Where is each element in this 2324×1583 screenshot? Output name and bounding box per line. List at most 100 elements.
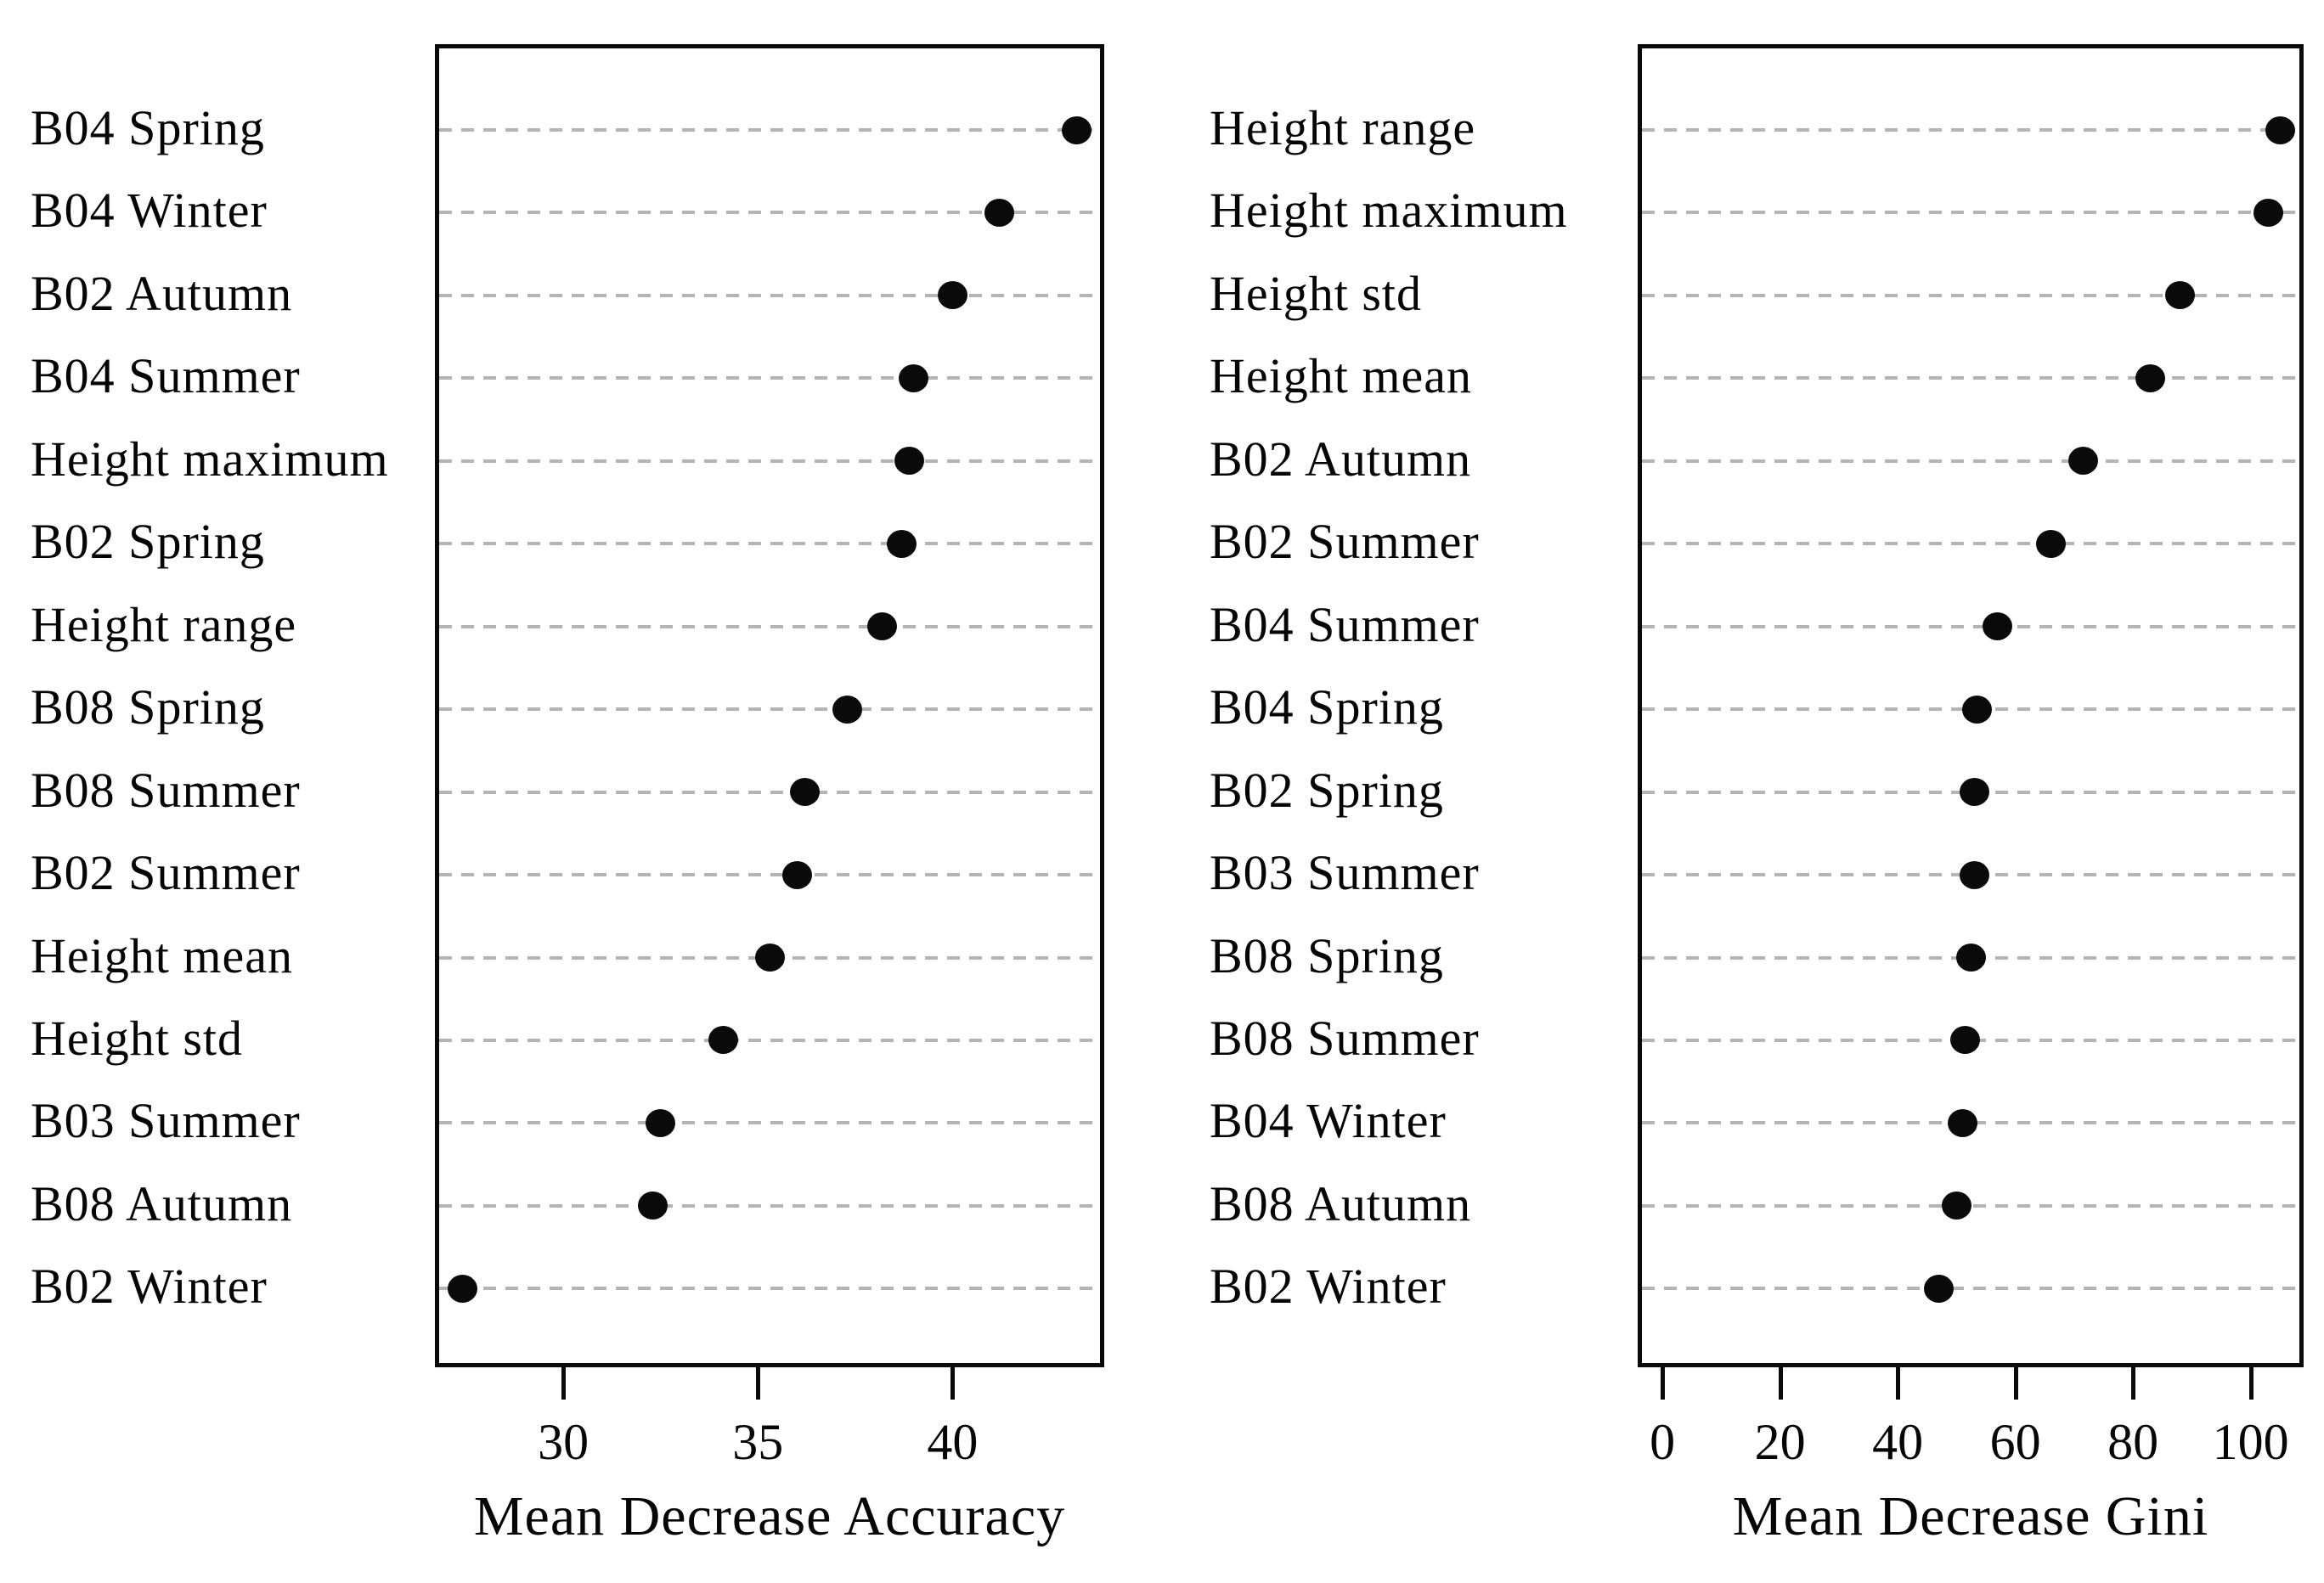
x-axis-title-accuracy: Mean Decrease Accuracy	[473, 1485, 1066, 1547]
data-point-dot	[781, 860, 812, 889]
x-axis-tick	[2013, 1367, 2018, 1400]
category-label: Height mean	[1210, 348, 1472, 404]
row-gridline	[1642, 459, 2299, 463]
row-gridline	[439, 1121, 1100, 1125]
data-point-dot	[638, 1191, 668, 1220]
data-point-dot	[984, 198, 1014, 227]
data-point-dot	[1950, 1026, 1981, 1055]
row-gridline	[439, 293, 1100, 297]
row-gridline	[1642, 376, 2299, 380]
data-point-dot	[1956, 944, 1987, 972]
data-point-dot	[1924, 1274, 1955, 1303]
data-point-dot	[789, 778, 820, 807]
category-label: Height range	[31, 596, 297, 652]
category-label: Height std	[31, 1010, 244, 1066]
category-label: Height std	[1210, 265, 1423, 321]
data-point-dot	[2035, 529, 2066, 558]
row-gridline	[439, 1203, 1100, 1208]
category-label: Height maximum	[1210, 183, 1568, 239]
x-axis-tick-label: 0	[1650, 1414, 1676, 1470]
data-point-dot	[1962, 695, 1993, 724]
data-point-dot	[899, 363, 928, 392]
row-gridline	[439, 211, 1100, 215]
x-axis-tick	[561, 1367, 567, 1400]
row-gridline	[439, 1038, 1100, 1042]
x-axis-tick-label: 40	[927, 1414, 979, 1470]
row-gridline	[439, 624, 1100, 628]
data-point-dot	[754, 944, 785, 972]
row-gridline	[439, 376, 1100, 380]
x-axis-tick	[1896, 1367, 1901, 1400]
row-gridline	[439, 128, 1100, 132]
x-axis-tick-label: 30	[538, 1414, 589, 1470]
category-label: Height mean	[31, 927, 293, 983]
data-point-dot	[1947, 1108, 1977, 1137]
data-point-dot	[1062, 115, 1092, 144]
x-axis-tick	[756, 1367, 761, 1400]
row-gridline	[1642, 1287, 2299, 1291]
data-point-dot	[1959, 860, 1989, 889]
row-gridline	[439, 1287, 1100, 1291]
x-axis-tick-label: 35	[732, 1414, 784, 1470]
category-label: B04 Spring	[1210, 679, 1444, 735]
data-point-dot	[2067, 447, 2098, 476]
x-axis-tick	[1778, 1367, 1783, 1400]
category-label: B04 Spring	[31, 99, 265, 155]
data-point-dot	[1959, 778, 1989, 807]
category-label: B08 Summer	[1210, 1010, 1480, 1066]
category-label: B08 Autumn	[31, 1175, 293, 1231]
row-gridline	[1642, 293, 2299, 297]
category-label: B03 Summer	[1210, 844, 1480, 900]
category-label: B02 Winter	[1210, 1259, 1447, 1315]
row-gridline	[439, 790, 1100, 794]
x-axis-tick-label: 60	[1989, 1414, 2041, 1470]
data-point-dot	[646, 1108, 676, 1137]
category-label: B08 Summer	[31, 762, 301, 818]
category-label: B02 Autumn	[1210, 431, 1472, 487]
data-point-dot	[2253, 198, 2283, 227]
category-label: Height maximum	[31, 431, 389, 487]
x-axis-tick	[2248, 1367, 2253, 1400]
category-label: B02 Autumn	[31, 265, 293, 321]
category-label: B04 Winter	[31, 183, 268, 239]
row-gridline	[1642, 624, 2299, 628]
plot-area	[435, 44, 1104, 1367]
data-point-dot	[937, 281, 967, 310]
data-point-dot	[832, 695, 863, 724]
x-axis-tick-label: 20	[1754, 1414, 1806, 1470]
data-point-dot	[1983, 612, 2013, 641]
row-gridline	[1642, 211, 2299, 215]
data-point-dot	[1941, 1191, 1971, 1220]
x-axis-tick-label: 100	[2212, 1414, 2289, 1470]
data-point-dot	[2135, 363, 2166, 392]
category-label: B02 Summer	[31, 844, 301, 900]
row-gridline	[1642, 128, 2299, 132]
x-axis-title-gini: Mean Decrease Gini	[1732, 1485, 2209, 1547]
x-axis-tick	[950, 1367, 956, 1400]
row-gridline	[439, 873, 1100, 877]
x-axis-tick	[1661, 1367, 1666, 1400]
row-gridline	[439, 707, 1100, 712]
category-label: Height range	[1210, 99, 1476, 155]
category-label: B08 Autumn	[1210, 1175, 1472, 1231]
category-label: B04 Summer	[31, 348, 301, 404]
row-gridline	[439, 542, 1100, 546]
data-point-dot	[867, 612, 898, 641]
row-gridline	[1642, 542, 2299, 546]
category-label: B02 Spring	[31, 514, 265, 570]
data-point-dot	[887, 529, 917, 558]
x-axis-tick	[2131, 1367, 2136, 1400]
category-label: B04 Summer	[1210, 596, 1480, 652]
data-point-dot	[894, 447, 925, 476]
category-label: B08 Spring	[1210, 927, 1444, 983]
data-point-dot	[2165, 281, 2196, 310]
data-point-dot	[708, 1026, 738, 1055]
data-point-dot	[447, 1274, 477, 1303]
data-point-dot	[2265, 115, 2295, 144]
category-label: B02 Spring	[1210, 762, 1444, 818]
category-label: B08 Spring	[31, 679, 265, 735]
plot-area	[1638, 44, 2304, 1367]
category-label: B03 Summer	[31, 1093, 301, 1149]
category-label: B02 Winter	[31, 1259, 268, 1315]
